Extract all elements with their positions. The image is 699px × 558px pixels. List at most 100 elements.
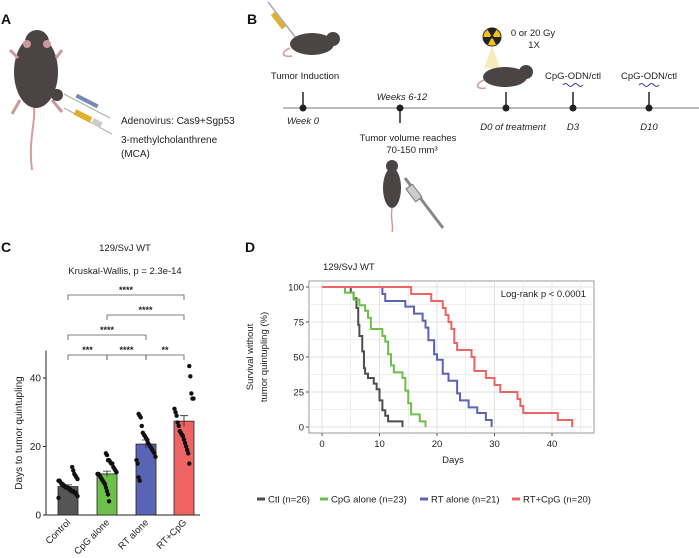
x-tick-label: 10 [374, 439, 385, 450]
data-point [187, 461, 192, 466]
km-curve-3 [322, 286, 574, 427]
oligo-icon [562, 83, 584, 87]
data-point [189, 391, 194, 396]
tumor-volume-label-line2: 70-150 mm³ [386, 145, 437, 156]
weeks-6-12-label: Weeks 6-12 [377, 92, 428, 103]
log-rank-annotation: Log-rank p < 0.0001 [501, 289, 586, 300]
bar-chart-title: 129/SvJ WT [99, 243, 151, 254]
error-bar [180, 415, 188, 427]
syringe-yellow-icon [63, 107, 113, 135]
data-point [182, 440, 188, 446]
data-point [140, 430, 146, 435]
bar-chart-ylabel: Days to tumor quintupling [14, 376, 25, 489]
data-point [184, 447, 190, 453]
data-point [95, 471, 100, 477]
data-point [190, 396, 195, 401]
radiation-icon [482, 27, 502, 68]
legend-label: RT alone (n=21) [431, 495, 500, 506]
significance-stars: *** [82, 345, 93, 355]
data-point [71, 468, 76, 473]
d0-label: D0 of treatment [480, 122, 546, 133]
d3-label: D3 [567, 122, 580, 133]
data-point [174, 413, 179, 418]
panel-b-label: B [247, 11, 257, 27]
y-tick-label: 100 [288, 283, 304, 294]
km-xlabel: Days [442, 455, 464, 466]
data-point [188, 374, 193, 379]
data-point [153, 454, 158, 459]
y-tick-label: 20 [30, 442, 42, 453]
mca-label-line2: (MCA) [121, 149, 150, 160]
data-point [56, 495, 61, 501]
data-point [173, 410, 178, 415]
data-point [177, 428, 182, 434]
significance-bracket [67, 334, 147, 340]
data-point [56, 478, 61, 483]
data-point [136, 411, 141, 417]
km-curve-1 [322, 286, 427, 427]
y-tick-label: 75 [293, 318, 304, 329]
legend-label: CpG alone (n=23) [331, 495, 407, 506]
mouse-icon [476, 65, 533, 90]
timeline-event-d10: CpG-ODN/ctl D10 [621, 71, 677, 133]
x-tick-label: 30 [489, 439, 500, 450]
data-point [103, 485, 109, 490]
syringe-icon [267, 1, 297, 39]
syringe-blue-icon [63, 93, 111, 119]
data-point [72, 471, 77, 477]
significance-stars: **** [119, 345, 134, 355]
significance-bracket [145, 354, 185, 360]
adenovirus-label: Adenovirus: Cas9+Sgp53 [121, 116, 235, 127]
y-tick-label: 0 [299, 423, 304, 434]
data-point [106, 499, 112, 504]
timeline-event-d0: D0 of treatment [480, 92, 546, 133]
km-curve-0 [322, 286, 404, 427]
data-point [135, 461, 140, 466]
data-point [105, 492, 111, 497]
data-point [70, 464, 75, 470]
significance-stars: **** [138, 305, 153, 315]
data-point [139, 423, 144, 429]
mouse-top-view-icon [8, 30, 64, 171]
x-tick-label: Control [44, 517, 73, 546]
x-tick-label: 20 [432, 439, 443, 450]
tumor-induction-label: Tumor Induction [271, 71, 339, 82]
panel-c-label: C [1, 239, 11, 255]
data-point [134, 458, 139, 463]
significance-bracket [106, 354, 147, 360]
fraction-label: 1X [528, 40, 540, 51]
data-point [137, 478, 142, 483]
y-tick-label: 50 [293, 353, 304, 364]
km-ylabel-line2: tumor quintupling (%) [259, 312, 270, 402]
km-legend: Ctl (n=26) CpG alone (n=23) RT alone (n=21… [257, 495, 591, 506]
y-tick-label: 0 [35, 511, 41, 522]
week0-label: Week 0 [287, 116, 320, 127]
significance-bracket [67, 354, 108, 360]
panel-a-label: A [1, 11, 11, 27]
km-chart: 0 10 20 30 40 0 25 50 75 100 Log-rank p < 0.0001 [288, 280, 595, 450]
timeline-event-weeks-6-12: Weeks 6-12 Tumor volume reaches 70-150 m… [360, 92, 457, 156]
error-bar [103, 470, 111, 477]
bar-chart-subtitle: Kruskal-Wallis, p = 2.3e-14 [68, 266, 181, 277]
data-point [187, 363, 192, 369]
data-point [175, 420, 180, 425]
timeline-event-week0: Tumor Induction Week 0 [271, 71, 339, 127]
data-point [186, 451, 191, 456]
data-point [172, 406, 177, 412]
cpg-d3-label: CpG-ODN/ctl [545, 71, 601, 82]
x-tick-label: CpG alone [72, 517, 112, 557]
significance-stars: ** [161, 345, 169, 355]
d10-label: D10 [640, 122, 658, 133]
km-curve-2 [322, 286, 493, 427]
data-point [145, 440, 151, 446]
km-chart-title: 129/SvJ WT [323, 262, 375, 273]
cpg-d10-label: CpG-ODN/ctl [621, 71, 677, 82]
x-tick-label: 0 [319, 439, 324, 450]
panel-d-label: D [245, 239, 255, 255]
oligo-icon [638, 83, 660, 87]
data-point [176, 423, 181, 429]
significance-stars: **** [119, 285, 134, 295]
